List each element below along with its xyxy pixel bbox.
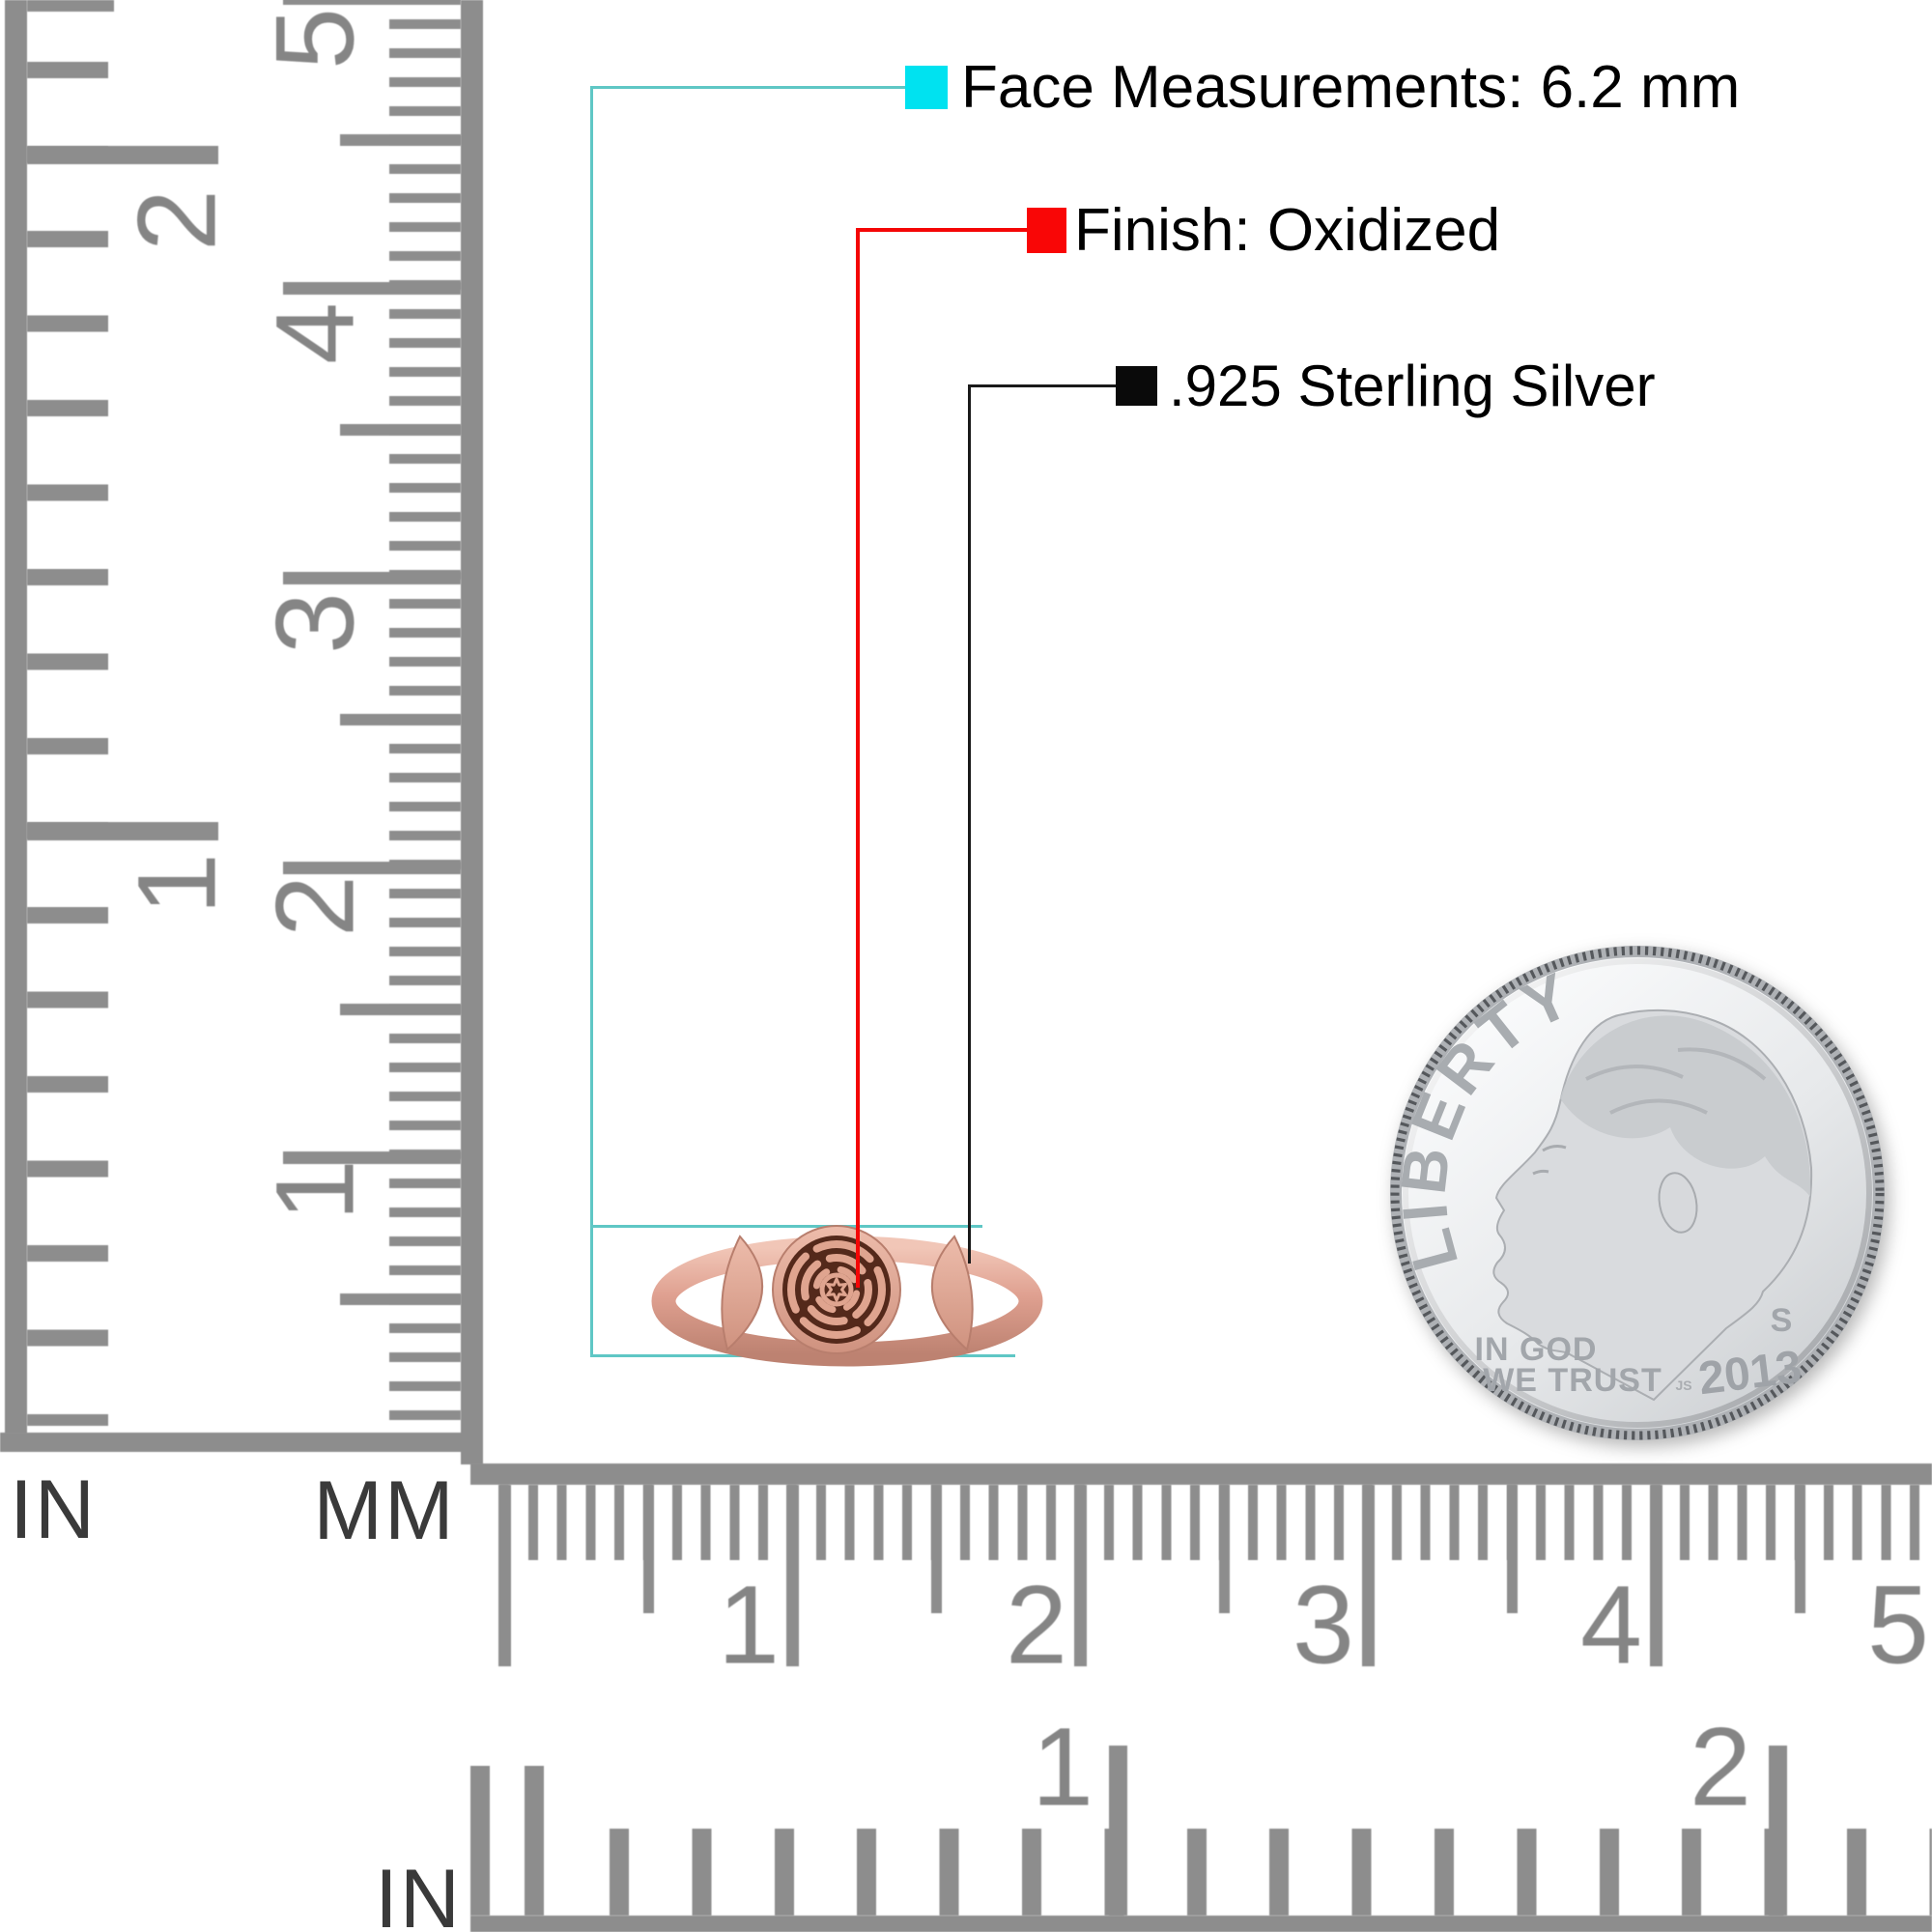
bottom-cm-label: 1 xyxy=(718,1563,780,1688)
cm-ruler-unit: MM xyxy=(313,1464,456,1557)
coin-reeding xyxy=(1390,946,1885,1440)
eye-brow-lines xyxy=(1532,1145,1567,1176)
bottom-cm-label: 2 xyxy=(1006,1563,1067,1688)
ear xyxy=(1658,1172,1698,1234)
bottom-inch-end-bar xyxy=(470,1766,490,1916)
bottom-inch-tick-1 xyxy=(1109,1746,1127,1916)
inch-eighth-ticks xyxy=(27,62,108,1426)
bottom-cm-label: 5 xyxy=(1867,1563,1929,1688)
bottom-mm-cm-ticks xyxy=(498,1485,1932,1666)
metal-callout-vline xyxy=(968,384,971,1264)
inch-tick-partial-top xyxy=(27,0,114,12)
cm-ruler-bar xyxy=(461,0,483,1464)
finish-callout-hline xyxy=(858,228,1029,232)
coin-year: 2013 xyxy=(1695,1342,1804,1406)
hair-wave-lines xyxy=(1585,1047,1767,1115)
inch-mark-label: 2 xyxy=(115,189,240,251)
coin-motto-line1: IN GOD xyxy=(1475,1331,1598,1368)
metal-label: .925 Sterling Silver xyxy=(1169,354,1656,418)
bottom-mm-bar xyxy=(470,1463,1932,1485)
finish-callout-vline xyxy=(856,228,860,1288)
cm-mark-label: 5 xyxy=(253,8,378,70)
bottom-inch-tick-2 xyxy=(1769,1746,1787,1916)
bottom-inch-unit: IN xyxy=(375,1853,462,1932)
ring-image xyxy=(651,1225,1043,1367)
face-measurement-label: Face Measurements: 6.2 mm xyxy=(961,54,1741,121)
inch-ruler-unit: IN xyxy=(10,1463,97,1556)
bottom-cm-label: 4 xyxy=(1580,1563,1642,1688)
bracket-vertical-line xyxy=(590,87,593,1357)
left-crescent-moon xyxy=(721,1235,764,1351)
coin-rim xyxy=(1403,958,1872,1428)
coin-mint-mark: S xyxy=(1771,1302,1793,1339)
bottom-inch-label: 1 xyxy=(1032,1705,1094,1830)
cm-mark-label: 1 xyxy=(253,1159,378,1221)
inch-ruler-bar xyxy=(5,0,27,1434)
face-measurement-swatch xyxy=(905,66,948,109)
central-star xyxy=(826,1277,847,1302)
finish-swatch xyxy=(1027,208,1066,253)
finish-label: Finish: Oxidized xyxy=(1074,197,1501,264)
dime-coin: LIBERTY IN GOD WE TRUST 2013 S JS xyxy=(1388,946,1885,1440)
hecate-wheel-disc xyxy=(772,1225,901,1354)
face-top-tangent-line xyxy=(590,1225,982,1228)
right-crescent-moon xyxy=(930,1235,974,1351)
bottom-inch-bar xyxy=(470,1916,1932,1932)
cm-mark-label: 3 xyxy=(253,592,378,654)
bottom-inch-zero-tick xyxy=(525,1766,544,1916)
bottom-inch-eighth-ticks xyxy=(610,1829,1932,1916)
bottom-cm-label: 3 xyxy=(1293,1563,1354,1688)
bracket-top-line xyxy=(590,86,905,89)
inch-tick-2 xyxy=(27,146,218,164)
cm-mark-label: 4 xyxy=(253,302,378,364)
coin-motto-line2: WE TRUST xyxy=(1483,1362,1662,1399)
cm-cm-ticks xyxy=(283,0,461,1441)
metal-callout-hline xyxy=(969,384,1116,387)
coin-designer-initials: JS xyxy=(1675,1378,1691,1393)
metal-swatch xyxy=(1116,366,1157,406)
inch-tick-1 xyxy=(27,822,218,840)
cm-mark-label: 2 xyxy=(253,875,378,937)
bottom-inch-label: 2 xyxy=(1690,1705,1751,1830)
inch-mark-label: 1 xyxy=(115,853,240,915)
